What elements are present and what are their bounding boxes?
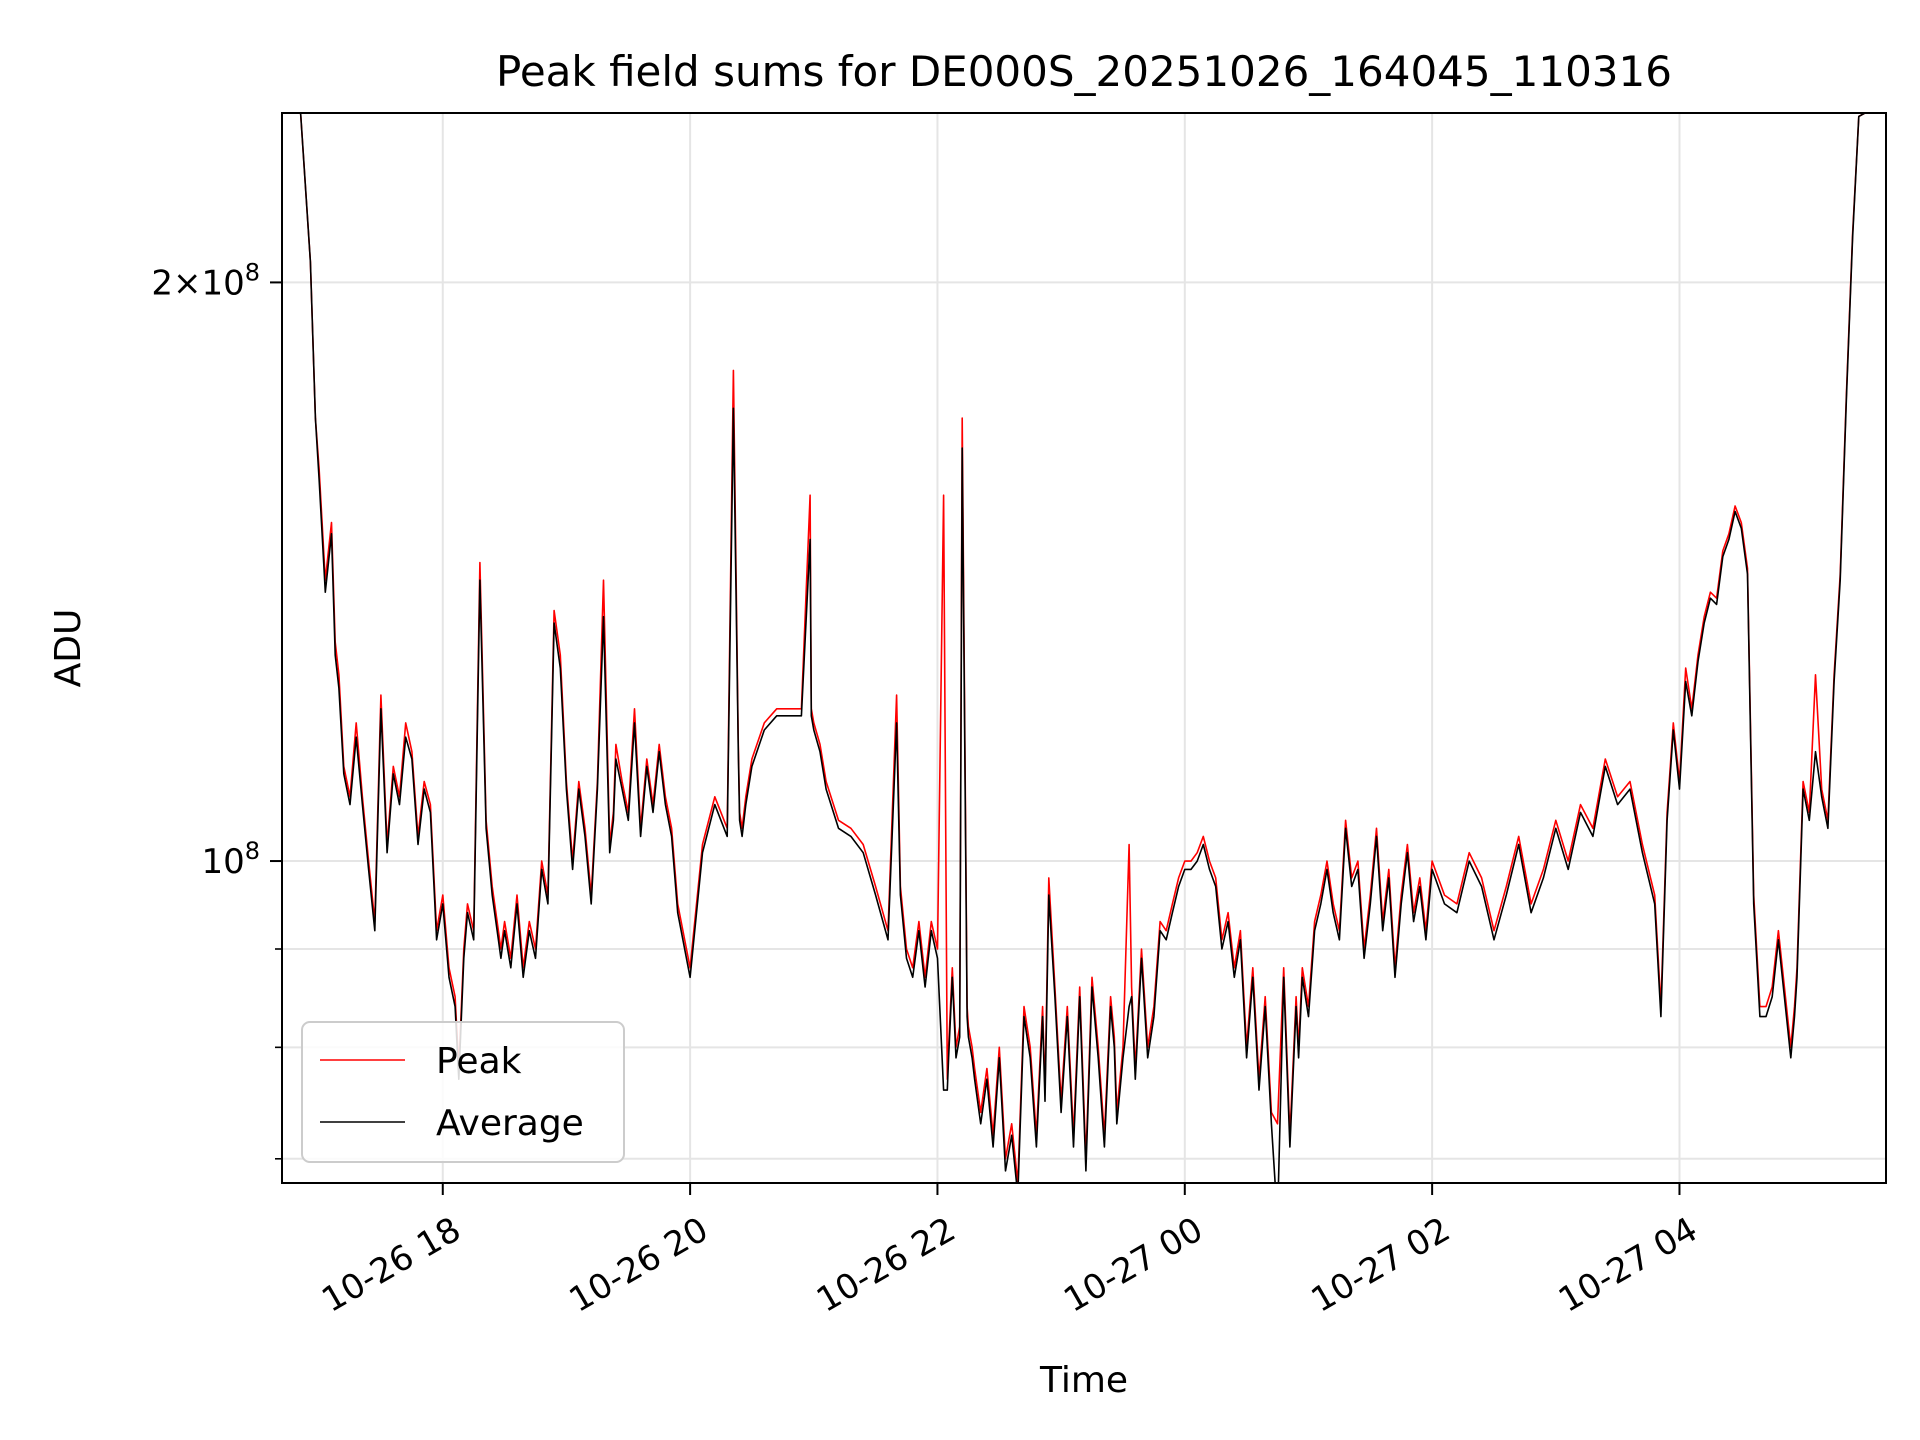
axes-frame <box>281 112 1887 1184</box>
legend: Peak Average <box>301 1021 625 1163</box>
x-axis-label: Time <box>1039 1360 1128 1401</box>
y-tick-label: 108 <box>201 837 260 882</box>
series-layer <box>282 113 1866 1183</box>
y-tick-label: 2×108 <box>151 258 260 303</box>
legend-box <box>301 1021 625 1163</box>
y-axis-label: ADU <box>48 609 89 688</box>
series-line-average <box>282 113 1866 1183</box>
chart-title: Peak field sums for DE000S_20251026_1640… <box>496 47 1672 96</box>
legend-label-peak: Peak <box>436 1041 522 1082</box>
legend-label-average: Average <box>436 1103 584 1144</box>
